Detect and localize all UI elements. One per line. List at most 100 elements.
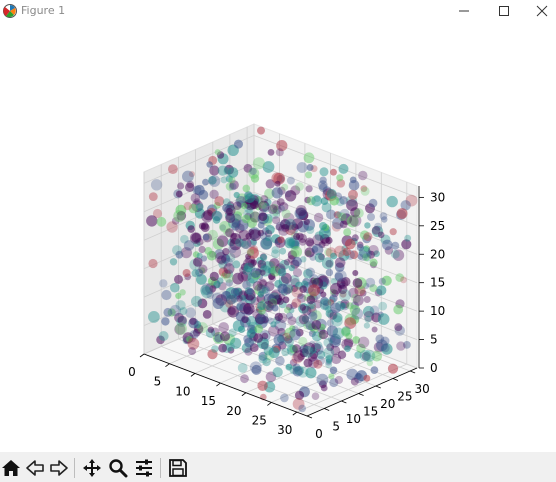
back-button[interactable] xyxy=(24,457,46,479)
scatter-point xyxy=(242,280,251,290)
maximize-button[interactable] xyxy=(484,0,524,22)
scatter-point xyxy=(185,307,196,319)
scatter-point xyxy=(366,250,373,257)
scatter-point xyxy=(228,244,237,254)
scatter-point xyxy=(352,336,361,344)
scatter-point xyxy=(337,350,347,359)
scatter-point xyxy=(281,209,291,219)
scatter-point xyxy=(392,249,405,261)
scatter-point xyxy=(380,336,390,346)
scatter-point xyxy=(216,235,229,247)
scatter-point xyxy=(257,301,266,311)
scatter-point xyxy=(394,323,403,332)
scatter-point xyxy=(306,164,314,171)
pan-button[interactable] xyxy=(81,457,103,479)
scatter-point xyxy=(306,306,318,317)
scatter-point xyxy=(213,201,221,209)
configure-subplots-button[interactable] xyxy=(133,457,155,479)
scatter-point xyxy=(182,170,194,183)
minimize-button[interactable] xyxy=(444,0,484,22)
scatter-point xyxy=(319,222,328,230)
scatter-point xyxy=(233,191,240,199)
scatter-point xyxy=(376,339,388,352)
scatter-point xyxy=(223,228,232,237)
scatter-point xyxy=(279,247,287,255)
scatter-point xyxy=(274,279,283,288)
scatter-point xyxy=(224,273,234,283)
scatter-point xyxy=(376,285,387,296)
scatter-point xyxy=(293,268,302,278)
zoom-button[interactable] xyxy=(107,457,129,479)
forward-button[interactable] xyxy=(48,457,70,479)
scatter-point xyxy=(348,287,359,298)
scatter-point xyxy=(308,311,318,321)
scatter-point xyxy=(320,384,328,392)
scatter-point xyxy=(260,253,268,261)
scatter-point xyxy=(202,233,210,241)
x-tick-label: 30 xyxy=(277,423,292,437)
scatter-point xyxy=(148,258,158,269)
back-arrow-icon xyxy=(26,460,44,476)
z-tick-label: 0 xyxy=(430,361,438,375)
scatter-point xyxy=(219,221,231,233)
home-icon xyxy=(2,460,20,476)
scatter-point xyxy=(284,190,297,202)
scatter-point xyxy=(211,345,219,353)
scatter-point xyxy=(288,307,295,314)
scatter-point xyxy=(262,161,275,173)
scatter-point xyxy=(195,203,204,211)
home-button[interactable] xyxy=(0,457,22,479)
scatter-point xyxy=(363,374,371,382)
y-tick xyxy=(341,400,347,404)
scatter-point xyxy=(370,366,379,374)
scatter-point xyxy=(284,218,296,230)
scatter-point xyxy=(180,247,192,259)
scatter-point xyxy=(214,149,221,156)
scatter-point xyxy=(338,163,349,174)
scatter-point xyxy=(339,289,352,302)
scatter-point xyxy=(213,211,223,221)
scatter-point xyxy=(238,290,249,301)
x-tick xyxy=(190,373,196,377)
scatter-point xyxy=(285,224,296,236)
scatter-point xyxy=(200,255,208,262)
scatter-point xyxy=(318,253,325,261)
scatter-point xyxy=(286,238,295,247)
scatter-point xyxy=(257,310,269,322)
scatter-point xyxy=(265,234,272,242)
scatter-point xyxy=(250,174,260,183)
scatter-point xyxy=(292,249,300,257)
scatter-point xyxy=(357,253,364,260)
scatter-point xyxy=(303,358,313,368)
scatter-point xyxy=(306,226,315,234)
close-button[interactable] xyxy=(522,0,556,22)
scatter-point xyxy=(202,310,212,319)
z-tick-label: 15 xyxy=(430,276,445,290)
scatter-point xyxy=(389,228,397,236)
scatter-point xyxy=(212,238,224,250)
scatter-point xyxy=(346,302,354,310)
scatter-point xyxy=(283,258,291,266)
scatter-point xyxy=(186,335,193,343)
scatter-point xyxy=(338,250,350,261)
scatter-point xyxy=(235,238,244,247)
scatter-point xyxy=(279,259,290,270)
scatter-point xyxy=(305,185,313,193)
scatter-point xyxy=(227,305,240,318)
scatter-point xyxy=(329,378,339,388)
save-button[interactable] xyxy=(167,457,189,479)
scatter-point xyxy=(207,229,218,241)
figure-canvas[interactable]: 0 5 10 15 20 25 30 0 5 10 15 20 25 30 0 5 10 15 20 25 30 xyxy=(0,22,556,452)
scatter-point xyxy=(225,182,235,191)
scatter-point xyxy=(329,366,338,375)
scatter-point xyxy=(311,331,322,342)
scatter-point xyxy=(369,305,380,316)
scatter-point xyxy=(334,272,344,281)
scatter-point xyxy=(313,299,323,309)
grid-line-x xyxy=(271,172,382,403)
scatter-point xyxy=(217,255,227,265)
scatter-point xyxy=(314,252,325,263)
scatter-point xyxy=(274,319,287,331)
